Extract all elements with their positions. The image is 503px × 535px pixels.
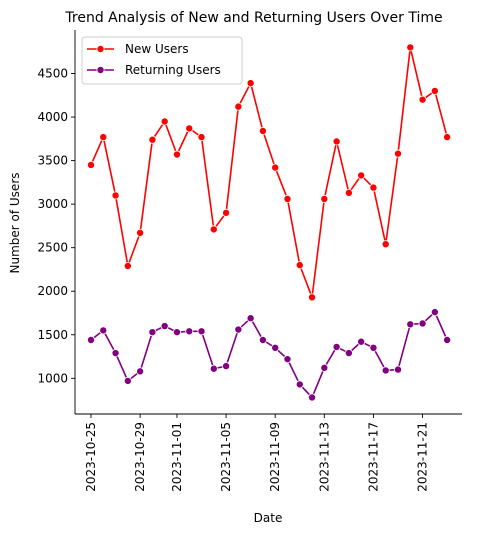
data-point-new-users [246, 79, 255, 88]
data-point-new-users [87, 160, 96, 169]
data-point-new-users [172, 150, 181, 159]
data-point-returning-users [123, 376, 132, 385]
x-tick-label: 2023-11-09 [268, 422, 282, 492]
y-tick-label: 1500 [37, 328, 68, 342]
data-point-new-users [271, 163, 280, 172]
y-tick-label: 2500 [37, 241, 68, 255]
data-point-returning-users [209, 364, 218, 373]
data-point-new-users [197, 133, 206, 142]
data-point-new-users [332, 137, 341, 146]
data-point-new-users [99, 133, 108, 142]
x-tick-label: 2023-11-17 [366, 422, 380, 492]
data-point-new-users [418, 95, 427, 104]
data-point-new-users [320, 194, 329, 203]
y-tick-label: 1000 [37, 371, 68, 385]
x-tick-label: 2023-11-01 [170, 422, 184, 492]
chart-title: Trend Analysis of New and Returning User… [64, 10, 442, 26]
data-point-returning-users [332, 342, 341, 351]
data-point-new-users [148, 135, 157, 144]
x-axis-label: Date [254, 511, 283, 525]
data-point-returning-users [393, 365, 402, 374]
data-point-new-users [185, 124, 194, 133]
y-tick-label: 4500 [37, 67, 68, 81]
data-point-returning-users [443, 335, 452, 344]
data-point-returning-users [320, 363, 329, 372]
data-point-returning-users [295, 380, 304, 389]
data-point-returning-users [87, 335, 96, 344]
plot-area [87, 43, 452, 402]
data-point-returning-users [222, 362, 231, 371]
x-tick-label: 2023-11-21 [416, 422, 430, 492]
data-point-new-users [123, 261, 132, 270]
data-point-returning-users [185, 327, 194, 336]
data-point-new-users [381, 240, 390, 249]
data-point-new-users [283, 194, 292, 203]
data-point-returning-users [406, 320, 415, 329]
legend-marker-new-users [96, 45, 105, 54]
data-point-new-users [406, 43, 415, 52]
data-point-returning-users [283, 355, 292, 364]
x-tick-label: 2023-10-25 [84, 422, 98, 492]
legend-box [81, 36, 243, 85]
x-tick-label: 2023-11-05 [219, 422, 233, 492]
data-point-new-users [308, 293, 317, 302]
data-point-new-users [209, 225, 218, 234]
y-axis-label: Number of Users [8, 172, 22, 273]
series-line-returning-users [90, 311, 448, 399]
data-point-returning-users [369, 343, 378, 352]
legend-label-returning-users: Returning Users [125, 63, 221, 77]
data-point-returning-users [234, 325, 243, 334]
axes: 1000 1500 2000 2500 3000 3500 4000 4500 2023-10-… [37, 30, 462, 492]
x-tick-label: 2023-10-29 [133, 422, 147, 492]
data-point-new-users [222, 208, 231, 217]
data-point-new-users [234, 102, 243, 111]
series-line-new-users [90, 46, 448, 299]
data-point-new-users [369, 183, 378, 192]
y-tick-label: 3500 [37, 154, 68, 168]
data-point-returning-users [344, 349, 353, 358]
data-point-returning-users [357, 337, 366, 346]
data-point-returning-users [172, 328, 181, 337]
data-point-new-users [258, 127, 267, 136]
data-point-new-users [443, 133, 452, 142]
data-point-returning-users [246, 314, 255, 323]
data-point-new-users [160, 117, 169, 126]
data-point-new-users [136, 228, 145, 237]
data-point-returning-users [148, 328, 157, 337]
data-point-new-users [344, 188, 353, 197]
legend-label-new-users: New Users [125, 42, 189, 56]
data-point-new-users [111, 191, 120, 200]
data-point-returning-users [160, 322, 169, 331]
data-point-returning-users [430, 308, 439, 317]
data-point-returning-users [418, 319, 427, 328]
data-point-returning-users [99, 326, 108, 335]
y-tick-label: 4000 [37, 110, 68, 124]
data-point-returning-users [111, 349, 120, 358]
data-point-returning-users [136, 367, 145, 376]
data-point-returning-users [381, 366, 390, 375]
legend: New Users Returning Users [81, 36, 243, 85]
data-point-returning-users [271, 343, 280, 352]
data-point-returning-users [197, 327, 206, 336]
legend-marker-returning-users [96, 66, 105, 75]
y-tick-label: 2000 [37, 284, 68, 298]
data-point-new-users [295, 261, 304, 270]
data-point-new-users [430, 86, 439, 95]
data-point-returning-users [258, 335, 267, 344]
y-tick-label: 3000 [37, 197, 68, 211]
data-point-new-users [357, 171, 366, 180]
data-point-returning-users [308, 393, 317, 402]
data-point-new-users [393, 149, 402, 158]
x-tick-label: 2023-11-13 [317, 422, 331, 492]
